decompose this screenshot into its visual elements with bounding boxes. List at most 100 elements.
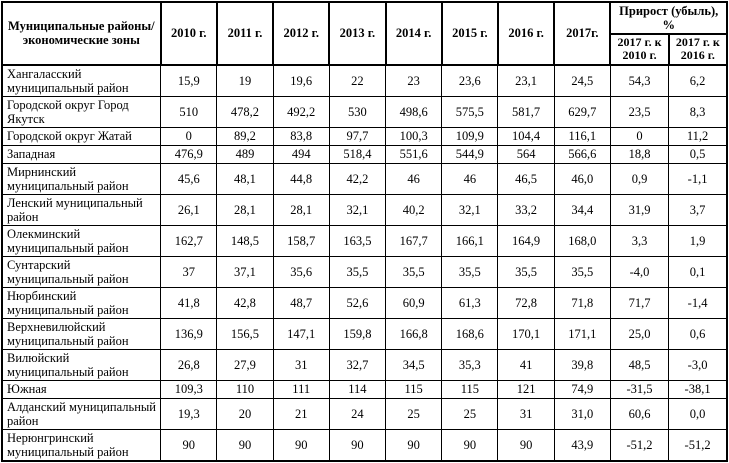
value-cell: 48,5 (609, 348, 670, 381)
value-cell: 31,0 (553, 397, 611, 430)
value-cell: 61,3 (441, 286, 499, 319)
value-cell: 110 (216, 379, 274, 399)
value-cell: 114 (328, 379, 387, 399)
value-cell: 3,3 (609, 224, 670, 257)
value-cell: 89,2 (216, 126, 274, 146)
value-cell: 21 (272, 397, 330, 430)
column-header-growth-vs-2016: 2017 г. к 2016 г. (667, 33, 729, 66)
value-cell: 0,5 (668, 144, 728, 164)
value-cell: 564 (497, 144, 555, 164)
region-name-cell: Городской округ Жатай (1, 126, 162, 146)
column-header-2010: 2010 г. (159, 1, 218, 66)
value-cell: 97,7 (328, 126, 387, 146)
value-cell: 158,7 (272, 224, 330, 257)
table-row: Мирнинский муниципальный район 45,6 48,1 44… (1, 162, 728, 195)
value-cell: 35,5 (441, 255, 499, 288)
value-cell: 46,0 (553, 162, 611, 195)
value-cell: 37 (160, 255, 218, 288)
header-row-main: Муниципальные районы/экономические зоны … (1, 1, 728, 66)
value-cell: 32,7 (328, 348, 387, 381)
value-cell: 32,1 (328, 193, 387, 226)
value-cell: 171,1 (553, 317, 611, 350)
table-row: Верхневилюйский муниципальный район 136,9… (1, 317, 728, 350)
value-cell: -51,2 (668, 428, 728, 462)
value-cell: 581,7 (497, 95, 555, 128)
value-cell: 48,7 (272, 286, 330, 319)
region-name-cell: Западная (1, 144, 162, 164)
value-cell: 39,8 (553, 348, 611, 381)
column-header-2017: 2017г. (553, 1, 612, 66)
value-cell: 0 (609, 126, 670, 146)
table-row: Олекминский муниципальный район 162,7 148,… (1, 224, 728, 257)
value-cell: 489 (216, 144, 274, 164)
value-cell: 48,1 (216, 162, 274, 195)
value-cell: 90 (328, 428, 387, 462)
value-cell: 19 (216, 64, 274, 97)
value-cell: -51,2 (609, 428, 670, 462)
region-name-cell: Нюрбинский муниципальный район (1, 286, 162, 319)
value-cell: 24,5 (553, 64, 611, 97)
value-cell: 90 (441, 428, 499, 462)
value-cell: 498,6 (385, 95, 443, 128)
value-cell: 148,5 (216, 224, 274, 257)
value-cell: 52,6 (328, 286, 387, 319)
value-cell: 90 (385, 428, 443, 462)
value-cell: 510 (160, 95, 218, 128)
value-cell: 23,6 (441, 64, 499, 97)
value-cell: 115 (385, 379, 443, 399)
region-name-cell: Сунтарский муниципальный район (1, 255, 162, 288)
table-row: Западная 476,9 489 494 518,4 551,6 544,9 564 566… (1, 144, 728, 164)
region-name-cell: Нерюнгринский муниципальный район (1, 428, 162, 462)
value-cell: 18,8 (609, 144, 670, 164)
value-cell: 116,1 (553, 126, 611, 146)
value-cell: 162,7 (160, 224, 218, 257)
column-header-growth-vs-2010: 2017 г. к 2010 г. (609, 33, 670, 66)
value-cell: 28,1 (216, 193, 274, 226)
value-cell: 90 (216, 428, 274, 462)
value-cell: 159,8 (328, 317, 387, 350)
value-cell: 11,2 (668, 126, 728, 146)
value-cell: 168,0 (553, 224, 611, 257)
value-cell: 35,5 (497, 255, 555, 288)
value-cell: 476,9 (160, 144, 218, 164)
table-row: Нерюнгринский муниципальный район 90 90 90 9… (1, 428, 728, 462)
value-cell: 35,5 (385, 255, 443, 288)
value-cell: 156,5 (216, 317, 274, 350)
value-cell: 0 (160, 126, 218, 146)
value-cell: 575,5 (441, 95, 499, 128)
value-cell: 100,3 (385, 126, 443, 146)
region-name-cell: Верхневилюйский муниципальный район (1, 317, 162, 350)
value-cell: 46 (441, 162, 499, 195)
table-row: Алданский муниципальный район 19,3 20 21 24 2… (1, 397, 728, 430)
value-cell: 167,7 (385, 224, 443, 257)
value-cell: -31,5 (609, 379, 670, 399)
value-cell: 544,9 (441, 144, 499, 164)
column-header-growth-group: Прирост (убыль), % (609, 1, 728, 35)
value-cell: 8,3 (668, 95, 728, 128)
value-cell: 54,3 (609, 64, 670, 97)
value-cell: 19,3 (160, 397, 218, 430)
value-cell: 46 (385, 162, 443, 195)
value-cell: 109,3 (160, 379, 218, 399)
value-cell: 43,9 (553, 428, 611, 462)
table-row: Хангаласский муниципальный район 15,9 19 19… (1, 64, 728, 97)
table-row: Сунтарский муниципальный район 37 37,1 35,6… (1, 255, 728, 288)
value-cell: 0,9 (609, 162, 670, 195)
value-cell: 25 (385, 397, 443, 430)
value-cell: 492,2 (272, 95, 330, 128)
value-cell: 136,9 (160, 317, 218, 350)
value-cell: 42,2 (328, 162, 387, 195)
value-cell: 551,6 (385, 144, 443, 164)
value-cell: 20 (216, 397, 274, 430)
header-row-growth: 2017 г. к 2010 г. 2017 г. к 2016 г. (2, 33, 729, 66)
value-cell: 25 (441, 397, 499, 430)
value-cell: 518,4 (328, 144, 387, 164)
value-cell: 83,8 (272, 126, 330, 146)
value-cell: 163,5 (328, 224, 387, 257)
value-cell: 111 (272, 379, 330, 399)
column-header-2013: 2013 г. (328, 1, 387, 66)
column-header-2014: 2014 г. (384, 1, 443, 66)
value-cell: 41 (497, 348, 555, 381)
